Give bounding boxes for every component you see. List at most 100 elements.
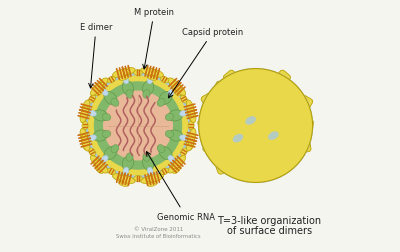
Ellipse shape [90, 156, 104, 169]
Ellipse shape [180, 135, 187, 141]
Ellipse shape [82, 135, 90, 151]
Ellipse shape [147, 174, 164, 182]
Ellipse shape [102, 156, 108, 163]
Ellipse shape [102, 114, 111, 121]
Ellipse shape [165, 114, 174, 121]
FancyBboxPatch shape [223, 71, 242, 90]
Text: Capsid protein: Capsid protein [168, 28, 244, 99]
Ellipse shape [104, 147, 117, 160]
FancyBboxPatch shape [281, 86, 301, 105]
Ellipse shape [188, 129, 196, 146]
Ellipse shape [168, 156, 174, 163]
FancyBboxPatch shape [256, 134, 270, 153]
Ellipse shape [172, 156, 186, 169]
Ellipse shape [126, 153, 133, 162]
FancyBboxPatch shape [233, 134, 248, 153]
FancyBboxPatch shape [213, 82, 233, 100]
Ellipse shape [142, 81, 154, 96]
Ellipse shape [188, 106, 196, 123]
Ellipse shape [112, 70, 129, 78]
Ellipse shape [186, 101, 194, 117]
Text: © ViralZone 2011: © ViralZone 2011 [134, 227, 183, 232]
FancyBboxPatch shape [274, 99, 293, 118]
Ellipse shape [186, 135, 194, 151]
Ellipse shape [160, 168, 168, 175]
FancyBboxPatch shape [237, 114, 249, 133]
Ellipse shape [168, 160, 181, 173]
FancyBboxPatch shape [207, 106, 224, 126]
Ellipse shape [160, 77, 168, 84]
FancyBboxPatch shape [241, 156, 260, 171]
FancyBboxPatch shape [295, 96, 313, 116]
Ellipse shape [157, 99, 165, 107]
Ellipse shape [118, 75, 129, 81]
FancyBboxPatch shape [260, 114, 272, 133]
Ellipse shape [93, 110, 108, 121]
Ellipse shape [118, 181, 129, 187]
FancyBboxPatch shape [214, 123, 232, 144]
Ellipse shape [111, 99, 119, 107]
Ellipse shape [142, 156, 154, 171]
Ellipse shape [93, 131, 108, 142]
Circle shape [199, 69, 312, 183]
Ellipse shape [80, 106, 88, 123]
Text: T=3-like organization: T=3-like organization [218, 215, 322, 225]
Ellipse shape [82, 140, 88, 150]
Ellipse shape [172, 165, 181, 174]
Ellipse shape [95, 160, 108, 173]
Ellipse shape [123, 168, 129, 175]
Ellipse shape [108, 168, 116, 175]
Ellipse shape [159, 92, 172, 105]
Ellipse shape [159, 147, 172, 160]
Ellipse shape [134, 176, 142, 182]
FancyBboxPatch shape [280, 123, 298, 144]
Ellipse shape [82, 101, 90, 117]
Ellipse shape [168, 131, 183, 142]
Ellipse shape [126, 90, 133, 99]
Ellipse shape [89, 148, 96, 156]
Ellipse shape [165, 131, 174, 138]
FancyBboxPatch shape [201, 93, 219, 113]
Ellipse shape [123, 77, 129, 84]
Ellipse shape [147, 168, 153, 175]
Ellipse shape [82, 122, 88, 130]
Ellipse shape [108, 77, 116, 84]
Ellipse shape [141, 68, 158, 76]
Circle shape [84, 72, 192, 180]
Ellipse shape [134, 70, 142, 76]
Ellipse shape [143, 90, 150, 99]
Ellipse shape [90, 83, 104, 96]
Text: M protein: M protein [134, 8, 174, 70]
Ellipse shape [168, 110, 183, 121]
Ellipse shape [141, 176, 158, 184]
FancyBboxPatch shape [271, 71, 290, 90]
Ellipse shape [112, 174, 129, 182]
Ellipse shape [89, 135, 96, 141]
Ellipse shape [147, 77, 153, 84]
Circle shape [104, 92, 172, 160]
FancyBboxPatch shape [208, 142, 228, 160]
FancyBboxPatch shape [215, 158, 235, 175]
Ellipse shape [233, 134, 243, 143]
Ellipse shape [180, 148, 187, 156]
Ellipse shape [188, 122, 194, 130]
Text: Swiss Institute of Bioinformatics: Swiss Institute of Bioinformatics [116, 233, 200, 238]
Ellipse shape [245, 117, 256, 125]
Ellipse shape [95, 165, 104, 174]
Ellipse shape [172, 88, 181, 97]
Ellipse shape [147, 181, 158, 187]
Ellipse shape [80, 129, 88, 146]
Circle shape [88, 77, 188, 175]
Ellipse shape [89, 96, 96, 104]
Ellipse shape [168, 79, 181, 92]
Text: E dimer: E dimer [80, 23, 112, 88]
FancyBboxPatch shape [207, 131, 224, 151]
Circle shape [200, 70, 312, 182]
FancyBboxPatch shape [296, 134, 311, 153]
FancyBboxPatch shape [228, 97, 248, 115]
Ellipse shape [172, 83, 186, 96]
Ellipse shape [147, 75, 158, 81]
Ellipse shape [122, 156, 134, 171]
Ellipse shape [157, 145, 165, 153]
Ellipse shape [111, 145, 119, 153]
